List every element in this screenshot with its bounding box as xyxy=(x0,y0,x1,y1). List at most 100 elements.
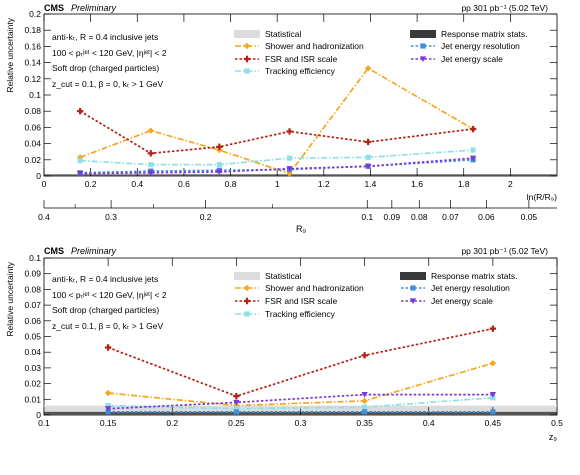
series-line-shower xyxy=(79,67,474,175)
y-tick-label: 0.1 xyxy=(29,253,41,263)
legend-swatch-response xyxy=(400,272,426,280)
data-point-fsr xyxy=(364,138,372,146)
info-box: anti-kₜ, R = 0.4 inclusive jets 100 < pₜ… xyxy=(52,32,167,89)
legend-marker-jes xyxy=(401,298,425,304)
legend-symbol-fsr xyxy=(243,55,251,63)
y-tick-label: 0.06 xyxy=(24,122,41,132)
series-line-jer xyxy=(80,158,474,174)
y-tick-label: 0.08 xyxy=(24,106,41,116)
data-point-tracking xyxy=(365,154,371,160)
info-box: anti-kₜ, R = 0.4 inclusive jets 100 < pₜ… xyxy=(52,274,167,331)
data-point-shower xyxy=(233,402,240,409)
legend-label-jes: Jet energy scale xyxy=(441,54,503,64)
x-tick-label: 0.1 xyxy=(38,418,50,428)
y-tick-label: 0.06 xyxy=(24,316,41,326)
x-tick-label: 0.4 xyxy=(423,418,435,428)
legend-swatch-response xyxy=(410,30,436,38)
x-tick-label: 0.35 xyxy=(356,418,373,428)
data-point-jes xyxy=(104,406,112,412)
y-tick-label: 0 xyxy=(36,410,41,420)
legend-label-statistical: Statistical xyxy=(265,29,301,39)
legend-symbol-jer xyxy=(420,43,426,49)
data-point-fsr xyxy=(361,352,368,359)
y-tick-label: 0.14 xyxy=(24,58,41,68)
legend-marker-shower xyxy=(235,284,259,292)
y-tick-label: 0.04 xyxy=(24,347,41,357)
data-point-tracking xyxy=(490,395,496,401)
series-line-fsr xyxy=(79,110,474,155)
data-point-jes xyxy=(364,163,372,170)
data-point-fsr xyxy=(147,150,154,157)
legend-label-jer: Jet energy resolution xyxy=(431,283,510,293)
legend-symbol-tracking xyxy=(244,311,250,317)
y-tick-label: 0.05 xyxy=(24,332,41,342)
data-point-jes xyxy=(469,155,477,162)
series-line-fsr xyxy=(107,327,494,398)
x-tick-label: 0.15 xyxy=(100,418,117,428)
data-point-jes xyxy=(286,166,293,172)
y-tick-label: 0 xyxy=(36,171,41,181)
x-tick-label: 0.5 xyxy=(551,418,563,428)
legend-symbol-shower xyxy=(243,42,251,50)
pt-cut-text: 100 < pₜʲᵉᵗ < 120 GeV, |ηʲᵉᵗ| < 2 xyxy=(52,290,167,300)
secondary-tick-label: 0.09 xyxy=(384,212,401,222)
y-tick-label: 0.2 xyxy=(29,9,41,19)
legend-swatch-statistical xyxy=(234,272,260,280)
y-axis-label: Relative uncertainty xyxy=(5,17,15,92)
y-tick-label: 0.03 xyxy=(24,363,41,373)
legend-marker-tracking xyxy=(235,311,259,317)
data-point-jes xyxy=(216,169,223,175)
x-tick-label: 1.4 xyxy=(365,179,377,189)
x-tick-label: 0 xyxy=(42,179,47,189)
legend-label-fsr: FSR and ISR scale xyxy=(265,296,338,306)
data-point-tracking xyxy=(77,158,83,164)
legend-label-jer: Jet energy resolution xyxy=(441,41,520,51)
legend-label-tracking: Tracking efficiency xyxy=(265,66,336,76)
legend-marker-fsr xyxy=(235,55,259,63)
series-layer xyxy=(104,325,497,415)
data-point-jes xyxy=(361,391,368,398)
groomer-text: Soft drop (charged particles) xyxy=(52,63,159,73)
preliminary-label: Preliminary xyxy=(71,246,117,256)
x-tick-label: 0.4 xyxy=(131,179,143,189)
data-point-jes xyxy=(76,170,84,177)
y-tick-label: 0.18 xyxy=(24,25,41,35)
legend-marker-jer xyxy=(411,43,435,49)
data-point-jes xyxy=(147,170,154,176)
y-axis-label: Relative uncertainty xyxy=(5,261,15,336)
legend-marker-tracking xyxy=(235,68,259,74)
x-tick-label: 1.2 xyxy=(318,179,330,189)
data-point-jer xyxy=(362,409,368,415)
legend-marker-jer xyxy=(401,285,425,291)
secondary-tick-label: 0.1 xyxy=(361,212,373,222)
series-line-tracking xyxy=(80,149,474,166)
x-tick-label: 0.8 xyxy=(225,179,237,189)
y-tick-label: 0.16 xyxy=(24,41,41,51)
data-point-fsr xyxy=(469,125,477,133)
secondary-tick-label: 0.3 xyxy=(105,212,117,222)
secondary-tick-layer: 0.4 0.3 0.2 0.1 0.09 0.08 0.07 0.06 0.05 xyxy=(38,200,537,222)
data-point-tracking xyxy=(470,147,476,153)
y-tick-label: 0.02 xyxy=(24,379,41,389)
data-point-shower xyxy=(489,359,497,367)
x-tick-label: 1.8 xyxy=(458,179,470,189)
series-line-jes xyxy=(80,157,474,175)
secondary-axis: 0.4 0.3 0.2 0.1 0.09 0.08 0.07 0.06 0.05 R₉ xyxy=(38,200,557,234)
legend-label-statistical: Statistical xyxy=(265,271,301,281)
preliminary-label: Preliminary xyxy=(71,3,117,13)
legend-label-tracking: Tracking efficiency xyxy=(265,309,336,319)
legend: Statistical Response matrix stats. Showe… xyxy=(234,29,527,76)
series-layer xyxy=(76,65,477,177)
x-tick-label: 1.6 xyxy=(411,179,423,189)
legend-label-fsr: FSR and ISR scale xyxy=(265,54,338,64)
data-point-fsr xyxy=(489,325,497,332)
legend-marker-shower xyxy=(235,42,259,50)
data-point-shower xyxy=(104,389,112,397)
legend-marker-fsr xyxy=(235,297,259,305)
x-tick-label: 0.45 xyxy=(485,418,502,428)
x-axis-label: ln(R/R₉) xyxy=(527,192,557,202)
data-point-shower xyxy=(147,127,154,134)
series-line-tracking xyxy=(108,396,493,410)
legend-swatch-statistical xyxy=(234,30,260,38)
